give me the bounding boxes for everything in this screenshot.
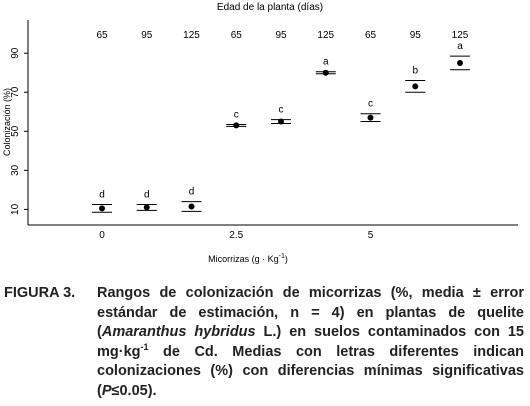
- point: [143, 204, 150, 211]
- caption-text: Rangos de colonización de micorrizas (%,…: [97, 285, 524, 340]
- caption-italic: P: [101, 382, 112, 399]
- top-tick-label: 125: [183, 30, 200, 41]
- point: [322, 69, 329, 76]
- y-tick-label: 50: [10, 125, 21, 137]
- chart: Edad de la planta (días) Colonización (%…: [2, 2, 518, 264]
- caption-label: FIGURA 3.: [4, 285, 76, 301]
- top-axis-label: Edad de la planta (días): [217, 2, 323, 13]
- letter-label: d: [189, 187, 195, 198]
- top-tick-label: 95: [141, 30, 153, 41]
- caption-text: de Cd. Medias con letras diferentes indi…: [97, 343, 524, 399]
- letter-label: c: [279, 105, 284, 116]
- point: [278, 118, 284, 125]
- top-tick-label: 65: [365, 30, 377, 41]
- letter-label: a: [457, 41, 463, 52]
- caption-text: ≤0.05).: [111, 382, 157, 399]
- top-tick-label: 95: [410, 30, 422, 41]
- y-tick-label: 70: [10, 86, 21, 98]
- point: [457, 59, 463, 66]
- letter-label: d: [99, 190, 105, 201]
- point: [99, 205, 105, 212]
- top-tick-label: 65: [231, 30, 243, 41]
- point: [233, 122, 240, 129]
- top-tick-label: 95: [275, 30, 287, 41]
- x-tick-label: 2.5: [229, 230, 243, 241]
- x-axis-label-end: ): [285, 254, 288, 264]
- top-tick-label: 65: [96, 30, 108, 41]
- point: [188, 203, 195, 210]
- x-tick-label: 0: [99, 230, 105, 241]
- letter-label: a: [323, 57, 329, 68]
- x-tick-label: 5: [368, 230, 374, 241]
- letter-label: b: [412, 66, 418, 77]
- top-tick-label: 125: [317, 30, 334, 41]
- letter-label: c: [234, 109, 239, 120]
- x-axis-label-text: Micorrizas (g · Kg: [208, 254, 279, 264]
- top-tick-label: 125: [452, 30, 469, 41]
- y-axis-label: Colonización (%): [2, 88, 12, 156]
- caption-sup: -1: [140, 341, 149, 352]
- y-tick-label: 90: [10, 47, 21, 59]
- y-tick-label: 30: [10, 164, 21, 176]
- letter-label: d: [144, 190, 150, 201]
- point: [412, 83, 419, 90]
- caption-italic: Amaranthus hybridus: [101, 324, 256, 340]
- caption-text: L.) en suelos contaminados con 15 mg·kg: [97, 324, 524, 360]
- point: [367, 114, 374, 121]
- x-axis-label: Micorrizas (g · Kg-1): [208, 253, 288, 264]
- caption: FIGURA 3. Rangos de colonización de mico…: [4, 284, 524, 401]
- caption-body: Rangos de colonización de micorrizas (%,…: [97, 284, 524, 401]
- y-tick-label: 10: [10, 203, 21, 215]
- letter-label: c: [368, 99, 373, 110]
- x-axis-label-sup: -1: [279, 253, 285, 260]
